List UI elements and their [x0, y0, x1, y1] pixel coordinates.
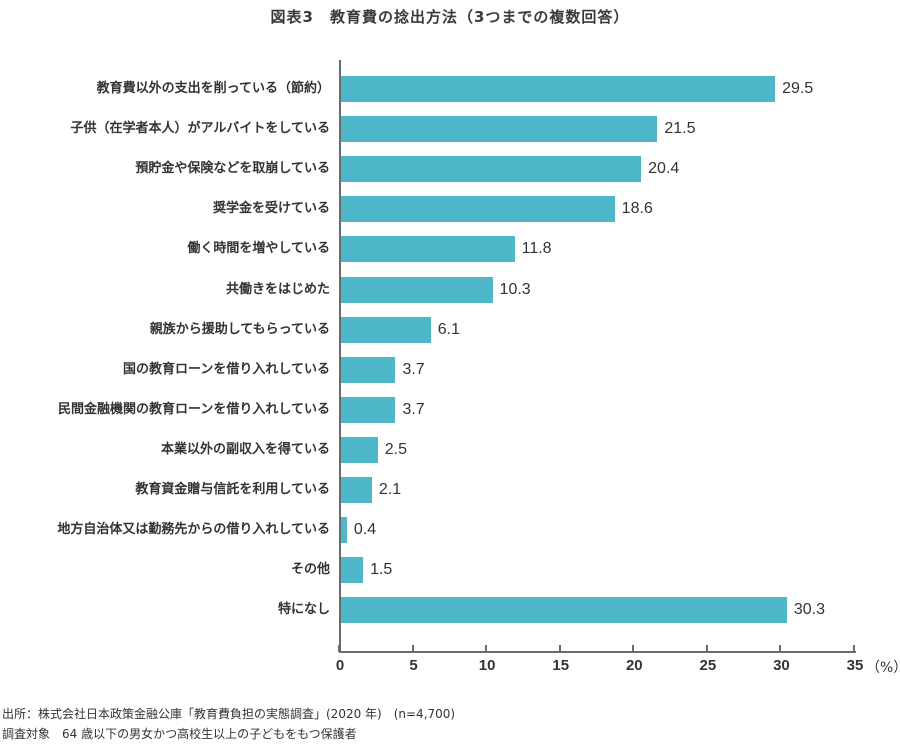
bar [341, 597, 787, 623]
bar [341, 156, 642, 182]
x-tick-label: 30 [773, 657, 790, 674]
value-label: 29.5 [782, 80, 814, 97]
value-label: 30.3 [793, 601, 825, 618]
x-tick-label: 25 [699, 657, 717, 674]
chart-title: 図表3 教育費の捻出方法（3つまでの複数回答） [270, 8, 630, 26]
x-tick [853, 645, 855, 652]
value-label: 18.6 [621, 200, 653, 217]
source-note: 出所：株式会社日本政策金融公庫「教育費負担の実態調査」(2020 年) (n=4… [2, 707, 456, 721]
x-axis-unit: （%） [866, 660, 900, 676]
category-label: 教育費以外の支出を削っている（節約） [96, 81, 330, 96]
category-label: その他 [290, 562, 330, 577]
category-label: 民間金融機関の教育ローンを借り入れしている [58, 402, 330, 417]
x-tick [485, 645, 488, 652]
x-tick [338, 645, 340, 652]
category-label: 親族から援助してもらっている [149, 322, 330, 337]
value-label: 20.4 [648, 160, 680, 177]
bar [341, 477, 372, 503]
value-label: 1.5 [370, 561, 393, 578]
category-label: 国の教育ローンを借り入れしている [123, 362, 330, 377]
value-label: 3.7 [402, 361, 425, 378]
x-tick-label: 15 [552, 657, 570, 674]
bar [341, 196, 615, 222]
bar [341, 236, 515, 262]
category-label: 地方自治体又は勤務先からの借り入れしている [57, 522, 330, 537]
survey-subject-note: 調査対象 64 歳以下の男女かつ高校生以上の子どもをもつ保護者 [2, 727, 357, 741]
category-label: 働く時間を増やしている [187, 241, 330, 256]
bar [341, 437, 378, 463]
x-tick-label: 35 [846, 657, 864, 674]
y-axis-line [339, 60, 341, 652]
x-tick [558, 645, 561, 652]
bar [341, 557, 364, 583]
value-label: 6.1 [437, 321, 460, 338]
bar [341, 397, 396, 423]
x-tick-label: 10 [478, 657, 496, 674]
value-label: 3.7 [402, 401, 425, 418]
value-label: 10.3 [499, 281, 531, 298]
x-tick-label: 0 [335, 657, 345, 674]
category-label: 子供（在学者本人）がアルバイトをしている [70, 121, 330, 136]
value-label: 21.5 [664, 120, 696, 137]
bar [341, 76, 776, 102]
bar [341, 277, 493, 303]
category-label: 奨学金を受けている [212, 201, 330, 216]
x-axis-line [339, 651, 856, 653]
value-label: 11.8 [521, 240, 552, 257]
category-label: 本業以外の副収入を得ている [160, 442, 330, 457]
x-tick [411, 645, 414, 652]
bar [341, 357, 396, 383]
x-tick-label: 5 [409, 657, 418, 674]
x-tick-label: 20 [625, 657, 643, 674]
value-label: 0.4 [353, 521, 377, 538]
category-label: 特になし [277, 602, 330, 617]
x-tick [632, 645, 635, 652]
x-tick [705, 645, 708, 652]
x-tick [779, 645, 782, 652]
value-label: 2.5 [384, 441, 408, 458]
bar [341, 317, 431, 343]
value-label: 2.1 [378, 481, 402, 498]
bar [341, 116, 658, 142]
category-label: 預貯金や保険などを取崩している [135, 161, 330, 176]
category-label: 教育資金贈与信託を利用している [135, 482, 330, 497]
bar [341, 517, 347, 543]
category-label: 共働きをはじめた [225, 282, 330, 297]
